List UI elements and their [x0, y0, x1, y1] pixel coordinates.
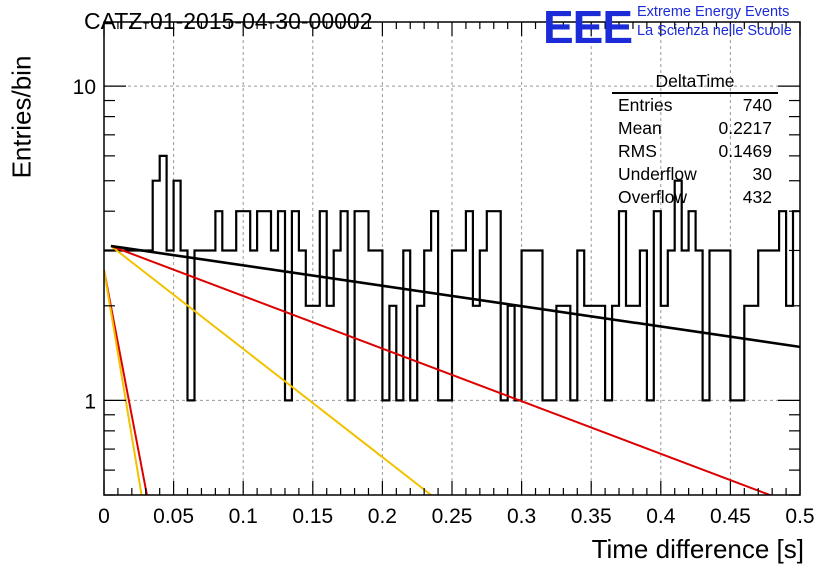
- y-tick-label: 1: [84, 390, 96, 413]
- x-tick-label: 0.25: [432, 505, 473, 528]
- x-tick-label: 0.15: [292, 505, 333, 528]
- logo-line-2: La Scienza nelle Scuole: [637, 23, 792, 39]
- stats-row-overflow: Overflow 432: [618, 187, 772, 207]
- x-tick-label: 0: [98, 505, 110, 528]
- histogram-series: [104, 154, 800, 402]
- x-tick-label: 0.3: [507, 505, 536, 528]
- chart-title: CATZ-01-2015-04-30-00002: [84, 8, 373, 34]
- y-axis-label: Entries/bin: [6, 55, 37, 179]
- x-tick-label: 0.2: [368, 505, 397, 528]
- stats-row-rms: RMS 0.1469: [618, 141, 772, 161]
- x-tick-label: 0.5: [785, 505, 814, 528]
- fit-line-black-4: [110, 244, 800, 349]
- x-tick-label: 0.4: [646, 505, 676, 528]
- x-tick-label: 0.1: [229, 505, 258, 528]
- x-tick-label: 0.45: [710, 505, 751, 528]
- x-axis-label: Time difference [s]: [591, 534, 804, 564]
- histogram-line: [104, 154, 800, 402]
- fit-curves: [104, 244, 800, 495]
- y-tick-label: 10: [73, 76, 96, 99]
- stats-row-underflow: Underflow 30: [618, 164, 772, 184]
- eee-logo-text: Extreme Energy Events La Scienza nelle S…: [637, 3, 792, 41]
- stats-box: DeltaTime Entries 740 Mean 0.2217 RMS 0.146…: [612, 70, 778, 209]
- axis-ticks: [103, 22, 801, 496]
- stats-row-mean: Mean 0.2217: [618, 118, 772, 138]
- x-tick-label: 0.35: [571, 505, 612, 528]
- logo-line-1: Extreme Energy Events: [637, 4, 790, 20]
- tick-labels: 0 0.05 0.1 0.15 0.2 0.25 0.3 0.35 0.4 0.45 0.5 1 10: [73, 76, 815, 528]
- fit-line-red-3: [110, 245, 773, 495]
- fit-line-yellow-2: [110, 245, 432, 495]
- stats-name: DeltaTime: [612, 70, 778, 94]
- stats-row-entries: Entries 740: [618, 95, 772, 115]
- x-tick-label: 0.05: [153, 505, 194, 528]
- eee-logo-mark: EEE: [543, 1, 633, 53]
- fit-line-yellow-1: [104, 269, 143, 495]
